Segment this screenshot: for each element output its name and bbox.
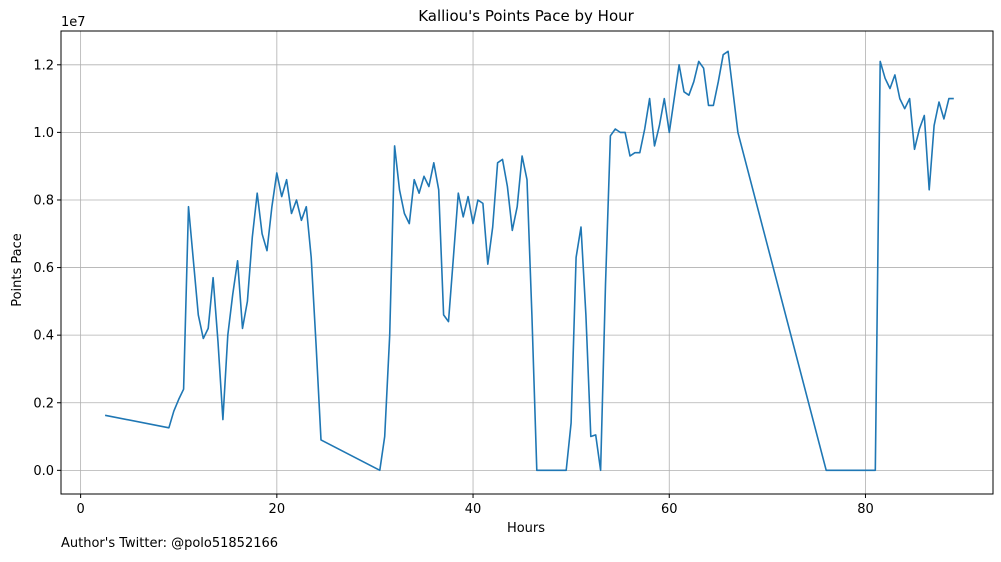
x-axis-label: Hours xyxy=(507,521,545,536)
y-tick-label: 0.2 xyxy=(33,396,54,411)
x-tick-label: 20 xyxy=(269,502,286,517)
author-credit: Author's Twitter: @polo51852166 xyxy=(61,536,279,551)
y-tick-label: 0.6 xyxy=(33,261,54,276)
x-tick-label: 0 xyxy=(76,502,84,517)
y-tick-label: 0.4 xyxy=(33,329,54,344)
x-axis: 0 20 40 60 80 xyxy=(76,494,874,517)
y-offset-label: 1e7 xyxy=(61,15,86,30)
series-line xyxy=(104,50,954,472)
y-axis-label: Points Pace xyxy=(10,233,25,307)
y-tick-label: 0.0 xyxy=(33,464,54,479)
y-tick-label: 1.2 xyxy=(33,58,54,73)
y-tick-label: 0.8 xyxy=(33,193,54,208)
series-layer xyxy=(104,50,954,472)
x-tick-label: 80 xyxy=(857,502,874,517)
plot-frame xyxy=(60,30,994,495)
y-tick-label: 1.0 xyxy=(33,126,54,141)
grid-lines xyxy=(61,31,993,494)
y-axis: 0.0 0.2 0.4 0.6 0.8 1.0 1.2 xyxy=(33,58,61,479)
x-tick-label: 40 xyxy=(465,502,482,517)
x-tick-label: 60 xyxy=(661,502,678,517)
chart-title: Kalliou's Points Pace by Hour xyxy=(418,7,634,25)
